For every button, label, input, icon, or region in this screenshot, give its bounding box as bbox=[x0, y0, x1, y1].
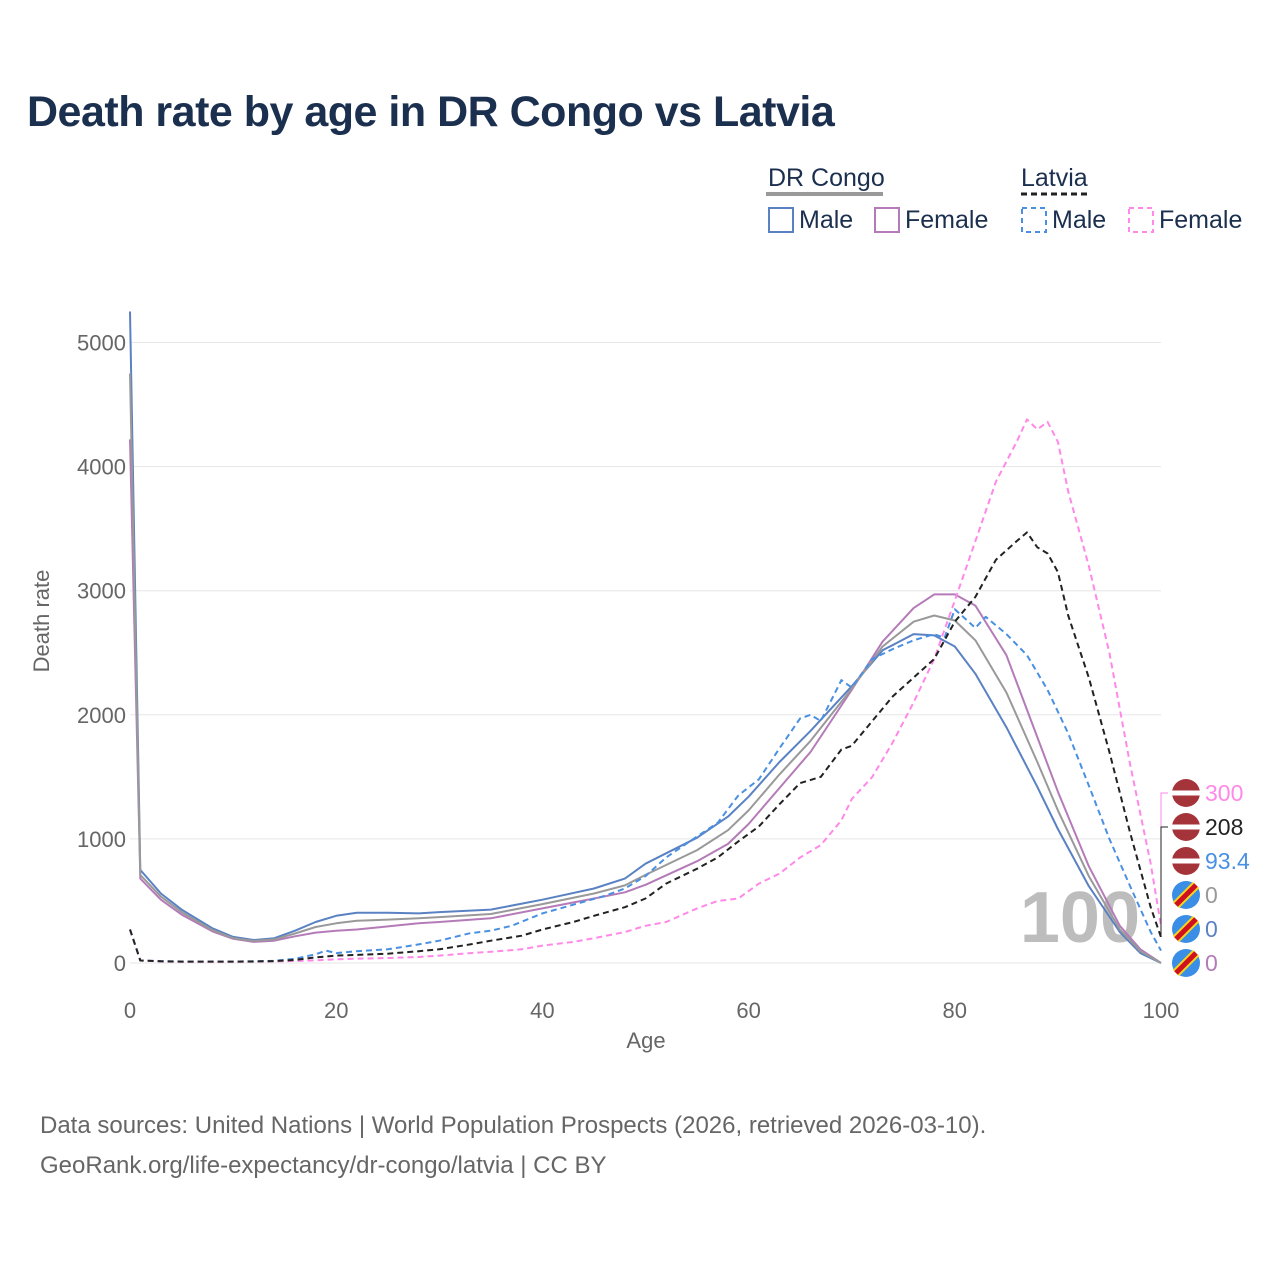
y-tick-label: 4000 bbox=[77, 455, 126, 480]
x-tick-label: 100 bbox=[1143, 998, 1180, 1023]
series-line-lv_total[interactable] bbox=[129, 531, 1162, 963]
end-label-value: 300 bbox=[1205, 780, 1243, 806]
legend-group-latvia: Latvia bbox=[1021, 164, 1088, 192]
legend-lv-female-label[interactable]: Female bbox=[1159, 206, 1242, 234]
chart-title: Death rate by age in DR Congo vs Latvia bbox=[27, 88, 835, 136]
end-label-value: 0 bbox=[1205, 882, 1218, 908]
source-note: Data sources: United Nations | World Pop… bbox=[40, 1106, 986, 1186]
end-label-3: 0 bbox=[1172, 881, 1218, 909]
x-tick-label: 40 bbox=[530, 998, 554, 1023]
end-connector-lv-total bbox=[1160, 826, 1168, 937]
x-tick-label: 60 bbox=[736, 998, 760, 1023]
legend: DR Congo Latvia Male Female Male Female bbox=[766, 164, 1242, 234]
end-label-4: 0 bbox=[1172, 915, 1218, 943]
end-label-value: 0 bbox=[1205, 950, 1218, 976]
x-axis-ticks: 0 20 40 60 80 100 bbox=[124, 998, 1179, 1023]
drc-flag-stripe bbox=[1174, 951, 1198, 975]
legend-drc-male-swatch[interactable] bbox=[768, 207, 794, 233]
legend-lv-female-swatch[interactable] bbox=[1128, 207, 1154, 233]
end-label-value: 93.4 bbox=[1205, 848, 1250, 874]
series-lines bbox=[129, 311, 1162, 964]
x-tick-label: 0 bbox=[124, 998, 136, 1023]
drc-flag-stripe bbox=[1174, 917, 1198, 941]
y-tick-label: 3000 bbox=[77, 579, 126, 604]
end-label-2: 93.4 bbox=[1172, 847, 1250, 875]
series-line-lv_female[interactable] bbox=[129, 418, 1162, 963]
latvia-flag-stripe bbox=[1172, 790, 1200, 796]
y-tick-label: 0 bbox=[114, 951, 126, 976]
gridlines bbox=[130, 342, 1161, 964]
y-tick-label: 5000 bbox=[77, 331, 126, 356]
drc-flag-stripe bbox=[1174, 883, 1198, 907]
y-axis-ticks: 0 1000 2000 3000 4000 5000 bbox=[77, 331, 126, 977]
end-labels: 300 208 93.4 0 0 0 bbox=[1160, 779, 1250, 977]
y-axis-title: Death rate bbox=[29, 570, 54, 673]
x-tick-label: 80 bbox=[943, 998, 967, 1023]
source-line-1: Data sources: United Nations | World Pop… bbox=[40, 1112, 987, 1139]
end-label-1: 208 bbox=[1172, 813, 1243, 841]
end-label-value: 208 bbox=[1205, 814, 1243, 840]
end-label-value: 0 bbox=[1205, 916, 1218, 942]
legend-drc-female-label[interactable]: Female bbox=[905, 206, 988, 234]
legend-lv-male-swatch[interactable] bbox=[1021, 207, 1047, 233]
legend-drc-male-label[interactable]: Male bbox=[799, 206, 853, 234]
series-line-drc_female[interactable] bbox=[129, 439, 1162, 964]
end-label-0: 300 bbox=[1172, 779, 1243, 807]
y-tick-label: 2000 bbox=[77, 703, 126, 728]
latvia-flag-stripe bbox=[1172, 824, 1200, 830]
legend-group-drc: DR Congo bbox=[768, 164, 885, 192]
legend-lv-male-label[interactable]: Male bbox=[1052, 206, 1106, 234]
x-tick-label: 20 bbox=[324, 998, 348, 1023]
watermark-year: 100 bbox=[1020, 878, 1140, 958]
series-line-drc_male[interactable] bbox=[129, 311, 1162, 964]
end-label-5: 0 bbox=[1172, 949, 1218, 977]
latvia-flag-stripe bbox=[1172, 858, 1200, 864]
series-line-lv_male[interactable] bbox=[129, 608, 1162, 963]
y-tick-label: 1000 bbox=[77, 827, 126, 852]
legend-drc-female-swatch[interactable] bbox=[874, 207, 900, 233]
source-line-2[interactable]: GeoRank.org/life-expectancy/dr-congo/lat… bbox=[40, 1152, 607, 1179]
end-connector-lv-female bbox=[1160, 792, 1168, 926]
x-axis-title: Age bbox=[626, 1028, 665, 1053]
series-line-drc_total[interactable] bbox=[129, 373, 1162, 964]
